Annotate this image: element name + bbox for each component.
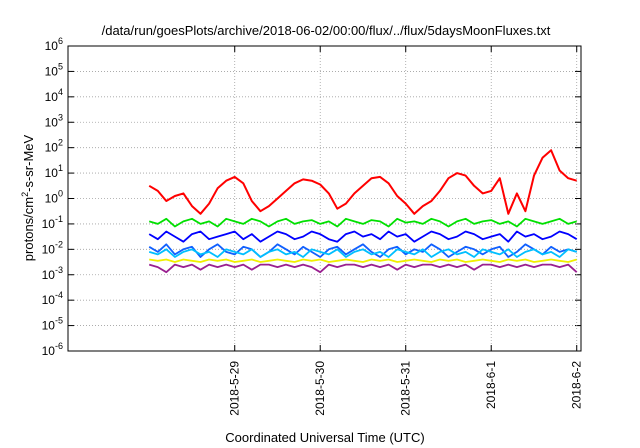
y-tick-exponent: 1 [58, 163, 63, 173]
y-tick-exponent: 5 [58, 61, 63, 71]
series-line-2 [148, 230, 578, 243]
y-tick-base: 10 [45, 141, 59, 155]
y-tick-label: 101 [45, 163, 63, 180]
y-tick-exponent: 4 [58, 87, 63, 97]
y-tick-exponent: 6 [58, 36, 63, 46]
y-tick-label: 103 [45, 112, 63, 129]
chart-title: /data/run/goesPlots/archive/2018-06-02/0… [102, 23, 551, 38]
series-lines [148, 149, 578, 274]
y-tick-base: 10 [45, 166, 59, 180]
x-tick-label: 2018-6-1 [484, 361, 498, 409]
y-tick-label: 102 [45, 138, 63, 155]
y-axis-label-rest: -s-sr-MeV [21, 134, 36, 191]
y-tick-base: 10 [42, 217, 56, 231]
x-tick-label: 2018-6-2 [570, 361, 584, 409]
x-tick-label: 2018-5-30 [313, 361, 327, 416]
y-axis-label-main: protons/cm [21, 197, 36, 261]
y-tick-label: 105 [45, 61, 63, 78]
series-line-6 [148, 263, 578, 274]
x-tick-label: 2018-5-31 [399, 361, 413, 416]
y-tick-label: 10-3 [42, 265, 63, 282]
y-tick-base: 10 [42, 344, 56, 358]
y-tick-base: 10 [42, 242, 56, 256]
y-axis-label: protons/cm2-s-sr-MeV [20, 134, 36, 261]
y-tick-label: 104 [45, 87, 63, 104]
y-tick-label: 10-6 [42, 341, 63, 358]
y-tick-exponent: -5 [55, 316, 63, 326]
series-line-1 [148, 217, 577, 228]
y-tick-exponent: 0 [58, 189, 63, 199]
y-axis-label-superscript: 2 [20, 192, 30, 197]
y-tick-label: 10-5 [42, 316, 63, 333]
y-tick-label: 10-1 [42, 214, 63, 231]
y-tick-base: 10 [42, 268, 56, 282]
y-tick-base: 10 [45, 90, 59, 104]
series-line-4 [148, 248, 577, 258]
x-tick-labels: 2018-5-29 2018-5-30 2018-5-31 2018-6-1 2018-… [228, 361, 584, 416]
y-tick-base: 10 [45, 192, 59, 206]
y-tick-label: 10-4 [42, 290, 63, 307]
series-line-3 [148, 243, 577, 258]
y-tick-labels: 10-610-510-410-310-210-11001011021031041… [42, 36, 63, 358]
y-tick-base: 10 [45, 115, 59, 129]
plot-frame [67, 45, 582, 352]
y-tick-base: 10 [45, 39, 59, 53]
y-tick-base: 10 [42, 293, 56, 307]
series-line-0 [148, 149, 577, 215]
x-tick-label: 2018-5-29 [228, 361, 242, 416]
y-tick-label: 10-2 [42, 239, 63, 256]
y-tick-exponent: -3 [55, 265, 63, 275]
y-tick-label: 100 [45, 189, 63, 206]
y-tick-exponent: 3 [58, 112, 63, 122]
y-tick-exponent: -2 [55, 239, 63, 249]
y-tick-exponent: -4 [55, 290, 63, 300]
y-tick-base: 10 [45, 64, 59, 78]
x-axis-label: Coordinated Universal Time (UTC) [225, 430, 424, 445]
y-tick-base: 10 [42, 319, 56, 333]
series-line-5 [149, 258, 577, 263]
y-tick-label: 106 [45, 36, 63, 53]
y-tick-exponent: -6 [55, 341, 63, 351]
y-tick-exponent: -1 [55, 214, 63, 224]
y-tick-exponent: 2 [58, 138, 63, 148]
